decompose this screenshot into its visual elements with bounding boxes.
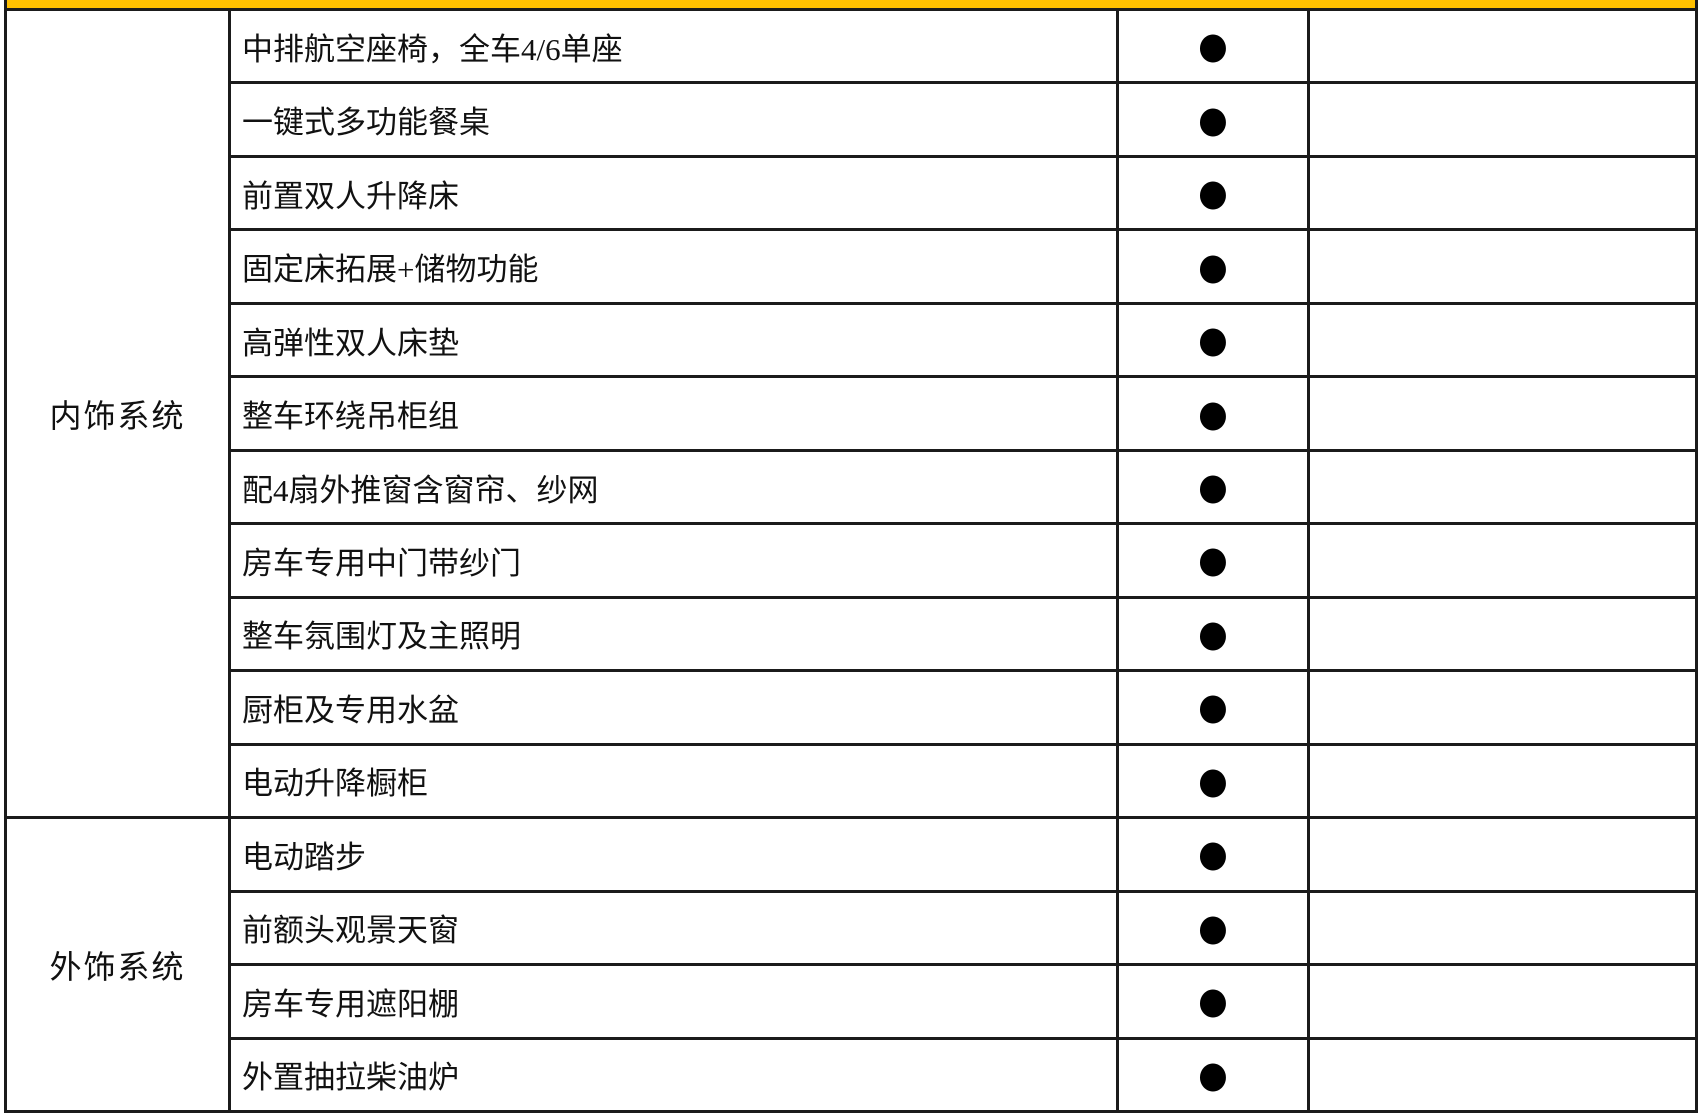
standard-cell: ● — [1119, 598, 1307, 670]
empty-cell — [1310, 525, 1695, 596]
empty-cell — [1310, 231, 1695, 302]
filled-circle-icon: ● — [1198, 24, 1228, 68]
filled-circle-icon: ● — [1198, 98, 1228, 142]
empty-cell — [1310, 819, 1695, 890]
standard-cell: ● — [1119, 157, 1307, 229]
feature-cell: 固定床拓展+储物功能 — [231, 231, 1116, 302]
filled-circle-icon: ● — [1198, 538, 1228, 583]
empty-cell — [1310, 157, 1695, 229]
feature-cell: 房车专用遮阳棚 — [231, 966, 1116, 1037]
filled-circle-icon: ● — [1198, 391, 1228, 436]
feature-cell: 厨柜及专用水盆 — [231, 672, 1116, 743]
standard-cell: ● — [1119, 745, 1307, 817]
empty-cell — [1310, 745, 1695, 817]
feature-cell: 电动踏步 — [231, 819, 1116, 890]
feature-cell: 房车专用中门带纱门 — [231, 525, 1116, 596]
standard-cell: ● — [1119, 84, 1307, 155]
feature-cell: 电动升降橱柜 — [231, 745, 1116, 817]
empty-cell — [1310, 11, 1695, 82]
filled-circle-icon: ● — [1198, 318, 1228, 362]
empty-cell — [1310, 892, 1695, 964]
filled-circle-icon: ● — [1198, 759, 1228, 803]
equipment-table: 内饰系统 中排航空座椅，全车4/6单座 ● 一键式多功能餐桌 ● 前置双人升降床… — [4, 0, 1698, 1113]
empty-cell — [1310, 598, 1695, 670]
filled-circle-icon: ● — [1198, 832, 1228, 876]
filled-circle-icon: ● — [1198, 612, 1228, 656]
filled-circle-icon: ● — [1198, 465, 1228, 509]
filled-circle-icon: ● — [1198, 685, 1228, 730]
category-cell-exterior: 外饰系统 — [7, 819, 228, 1110]
empty-cell — [1310, 451, 1695, 523]
feature-cell: 配4扇外推窗含窗帘、纱网 — [231, 451, 1116, 523]
feature-cell: 整车氛围灯及主照明 — [231, 598, 1116, 670]
empty-cell — [1310, 378, 1695, 449]
standard-cell: ● — [1119, 672, 1307, 743]
standard-cell: ● — [1119, 1039, 1307, 1110]
filled-circle-icon: ● — [1198, 245, 1228, 289]
empty-cell — [1310, 672, 1695, 743]
empty-cell — [1310, 84, 1695, 155]
feature-cell: 整车环绕吊柜组 — [231, 378, 1116, 449]
filled-circle-icon: ● — [1198, 906, 1228, 950]
feature-cell: 中排航空座椅，全车4/6单座 — [231, 11, 1116, 82]
standard-cell: ● — [1119, 231, 1307, 302]
empty-cell — [1310, 966, 1695, 1037]
standard-cell: ● — [1119, 451, 1307, 523]
standard-cell: ● — [1119, 304, 1307, 376]
standard-cell: ● — [1119, 966, 1307, 1037]
feature-cell: 前置双人升降床 — [231, 157, 1116, 229]
standard-cell: ● — [1119, 819, 1307, 890]
standard-cell: ● — [1119, 378, 1307, 449]
filled-circle-icon: ● — [1198, 1053, 1228, 1097]
standard-cell: ● — [1119, 892, 1307, 964]
header-bar — [7, 0, 1695, 8]
empty-cell — [1310, 1039, 1695, 1110]
standard-cell: ● — [1119, 525, 1307, 596]
standard-cell: ● — [1119, 11, 1307, 82]
category-cell-interior: 内饰系统 — [7, 11, 228, 817]
filled-circle-icon: ● — [1198, 979, 1228, 1023]
feature-cell: 外置抽拉柴油炉 — [231, 1039, 1116, 1110]
empty-cell — [1310, 304, 1695, 376]
feature-cell: 高弹性双人床垫 — [231, 304, 1116, 376]
feature-cell: 前额头观景天窗 — [231, 892, 1116, 964]
feature-cell: 一键式多功能餐桌 — [231, 84, 1116, 155]
filled-circle-icon: ● — [1198, 171, 1228, 215]
